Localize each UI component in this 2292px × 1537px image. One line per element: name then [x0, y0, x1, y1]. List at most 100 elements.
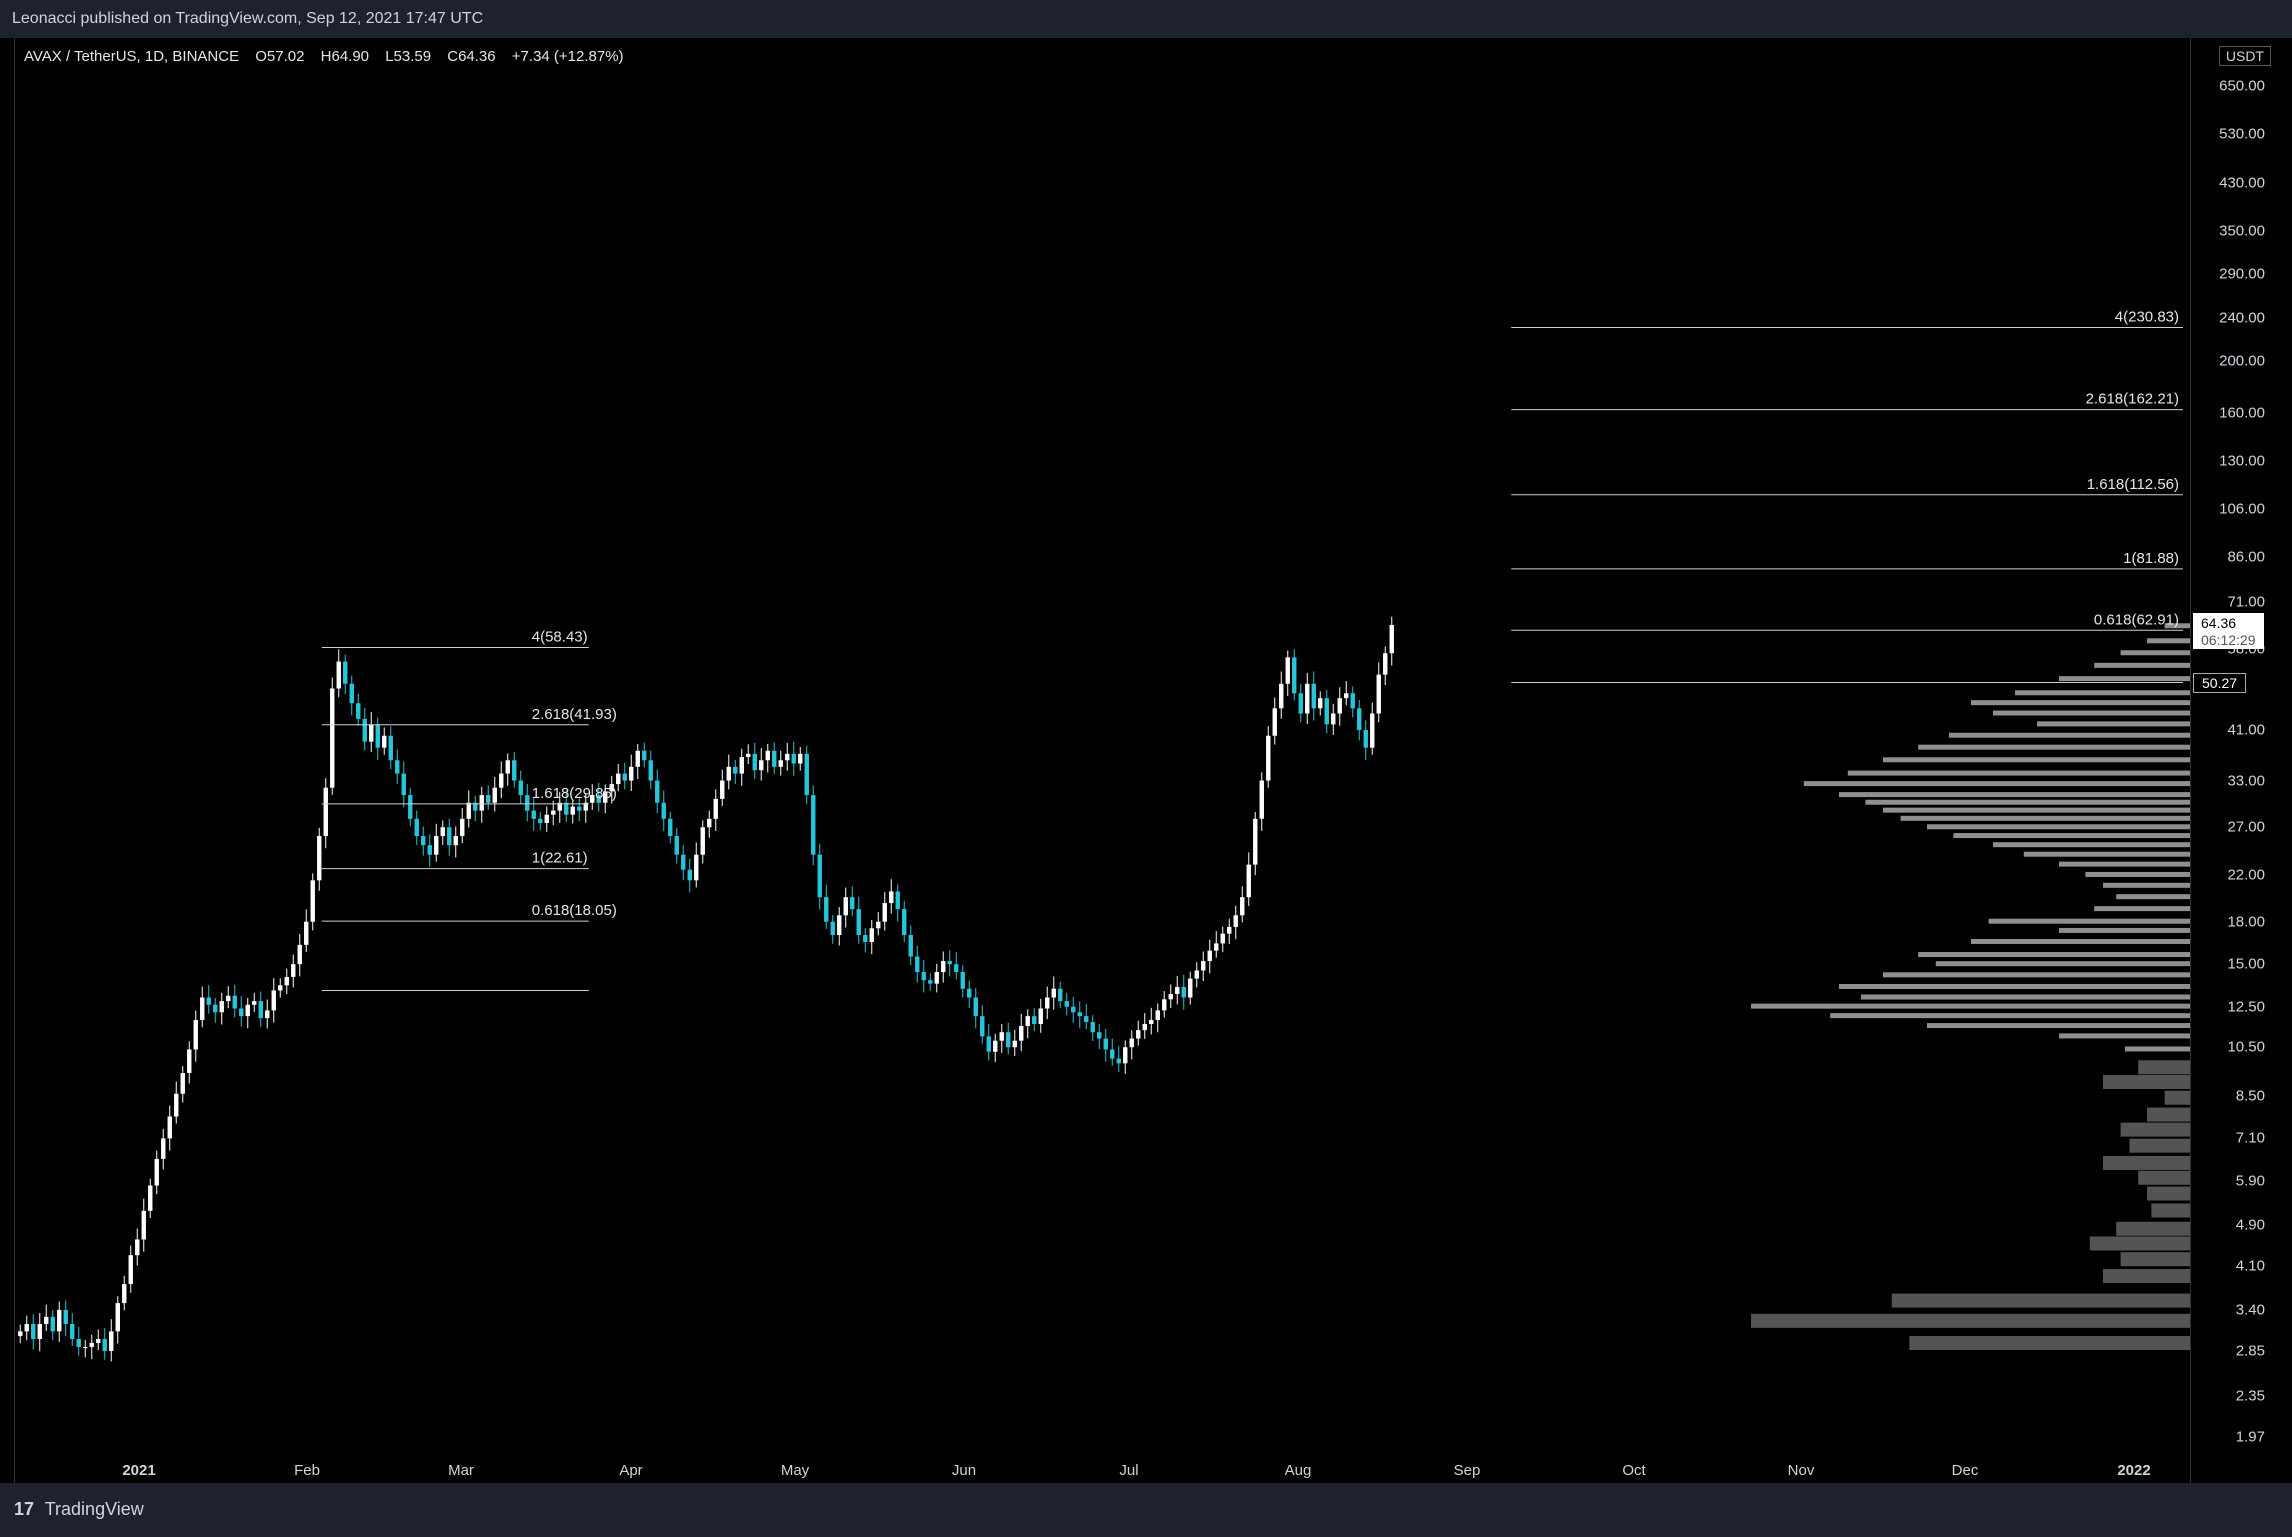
- volume-profile-bar: [2164, 1090, 2191, 1105]
- candle-body: [1194, 970, 1199, 979]
- candle-body: [681, 854, 686, 870]
- candle-body: [1058, 988, 1063, 1002]
- volume-profile-bar: [1751, 1313, 2191, 1328]
- tradingview-logo[interactable]: 17 TradingView: [14, 1499, 144, 1520]
- candle-body: [1181, 986, 1186, 998]
- volume-profile-bar: [2129, 1138, 2191, 1153]
- candle-body: [1376, 674, 1381, 714]
- candle-body: [1090, 1022, 1095, 1033]
- volume-profile-bar: [2059, 676, 2191, 682]
- price-tick-label: 2.35: [2235, 1387, 2265, 1405]
- fib-level-label: 4(58.43): [532, 628, 588, 645]
- candle-body: [1227, 926, 1232, 934]
- candle-body: [1350, 693, 1355, 709]
- candle-body: [616, 773, 621, 785]
- candle-body: [772, 750, 777, 767]
- candle-body: [895, 891, 900, 910]
- candle-body: [63, 1309, 68, 1324]
- symbol-name[interactable]: AVAX / TetherUS, 1D, BINANCE: [24, 48, 240, 65]
- candle-body: [973, 997, 978, 1017]
- candle-body: [947, 961, 952, 965]
- candle-body: [869, 928, 874, 942]
- candle-body: [1129, 1038, 1134, 1048]
- candle-body: [239, 1008, 244, 1017]
- candle-body: [876, 921, 881, 929]
- candle-body: [206, 997, 211, 1005]
- time-axis[interactable]: 2021 Feb Mar Apr May Jun Jul Aug Sep Oct Nov Dec 202…: [14, 1458, 2190, 1483]
- candle-body: [1038, 1008, 1043, 1025]
- candle-body: [89, 1342, 94, 1347]
- candle-body: [349, 683, 354, 704]
- candle-body: [1207, 950, 1212, 962]
- time-tick-label: Nov: [1787, 1462, 1815, 1479]
- volume-profile-bar: [1839, 792, 2191, 798]
- price-tick-label: 3.40: [2235, 1301, 2265, 1319]
- price-tick-label: 1.97: [2235, 1428, 2265, 1446]
- candle-body: [863, 935, 868, 942]
- candle-body: [122, 1283, 127, 1304]
- volume-profile-bar: [1900, 815, 2191, 821]
- publisher-text: Leonacci published on TradingView.com, S…: [12, 10, 484, 27]
- candle-body: [817, 854, 822, 898]
- price-tick-label: 350.00: [2219, 222, 2265, 240]
- candle-body: [1019, 1026, 1024, 1041]
- candle-body: [161, 1138, 166, 1159]
- volume-profile-bar: [2059, 861, 2191, 867]
- volume-profile-bar: [2103, 882, 2191, 888]
- candle-body: [941, 961, 946, 973]
- candle-body: [986, 1036, 991, 1052]
- candle-body: [70, 1323, 75, 1340]
- volume-profile-bar: [1949, 732, 2191, 738]
- candle-body: [921, 972, 926, 981]
- price-tick-label: 41.00: [2227, 721, 2265, 739]
- candle-body: [453, 836, 458, 846]
- candle-body: [479, 795, 484, 811]
- volume-profile-bar: [2125, 1046, 2191, 1052]
- brand-name: TradingView: [44, 1499, 144, 1519]
- candle-body: [954, 964, 959, 973]
- candle-body: [414, 818, 419, 837]
- time-tick-label: Oct: [1622, 1462, 1646, 1479]
- candle-body: [902, 909, 907, 936]
- candle-body: [1155, 1010, 1160, 1021]
- candle-body: [167, 1116, 172, 1139]
- candle-body: [746, 753, 751, 758]
- candle-body: [570, 806, 575, 815]
- currency-label[interactable]: USDT: [2218, 46, 2271, 66]
- volume-profile-bar: [1751, 1003, 2191, 1009]
- candle-body: [642, 750, 647, 761]
- ohlc-open: O57.02: [255, 48, 305, 65]
- price-axis[interactable]: USDT 650.00 530.00 430.00 350.00 290.00 240.0…: [2190, 38, 2292, 1483]
- candle-body: [622, 773, 627, 781]
- candle-body: [590, 795, 595, 803]
- candle-body: [226, 995, 231, 1002]
- candle-body: [1331, 713, 1336, 725]
- volume-profile-bar: [2116, 894, 2191, 900]
- candle-body: [1149, 1020, 1154, 1025]
- candle-body: [180, 1073, 185, 1094]
- candle-body: [252, 1001, 257, 1005]
- fib-level-label: 2.618(41.93): [532, 706, 617, 723]
- volume-profile-bar: [1953, 833, 2191, 839]
- candle-body: [1357, 708, 1362, 730]
- candlestick-chart[interactable]: 4(58.43) 2.618(41.93) 1.618(29.85) 1(22.61)…: [15, 38, 2191, 1458]
- chart-pane[interactable]: 4(58.43) 2.618(41.93) 1.618(29.85) 1(22.61)…: [14, 38, 2191, 1483]
- candle-body: [1116, 1058, 1121, 1064]
- volume-profile-bar: [2120, 650, 2191, 656]
- candle-body: [187, 1049, 192, 1074]
- time-tick-label: Aug: [1284, 1462, 1312, 1479]
- candle-body: [908, 935, 913, 957]
- candle-body: [102, 1339, 107, 1351]
- time-tick-label: Mar: [448, 1462, 474, 1479]
- volume-profile-bar: [2138, 1060, 2191, 1075]
- candle-body: [356, 703, 361, 719]
- candle-body: [1370, 713, 1375, 748]
- ohlc-change: +7.34 (+12.87%): [511, 48, 624, 65]
- volume-profile-bar: [2116, 1221, 2191, 1236]
- candle-body: [382, 735, 387, 748]
- candle-body: [882, 903, 887, 922]
- symbol-legend: AVAX / TetherUS, 1D, BINANCE O57.02 H64.…: [24, 48, 636, 65]
- candle-body: [798, 753, 803, 764]
- candle-body: [141, 1210, 146, 1240]
- candle-body: [1266, 735, 1271, 781]
